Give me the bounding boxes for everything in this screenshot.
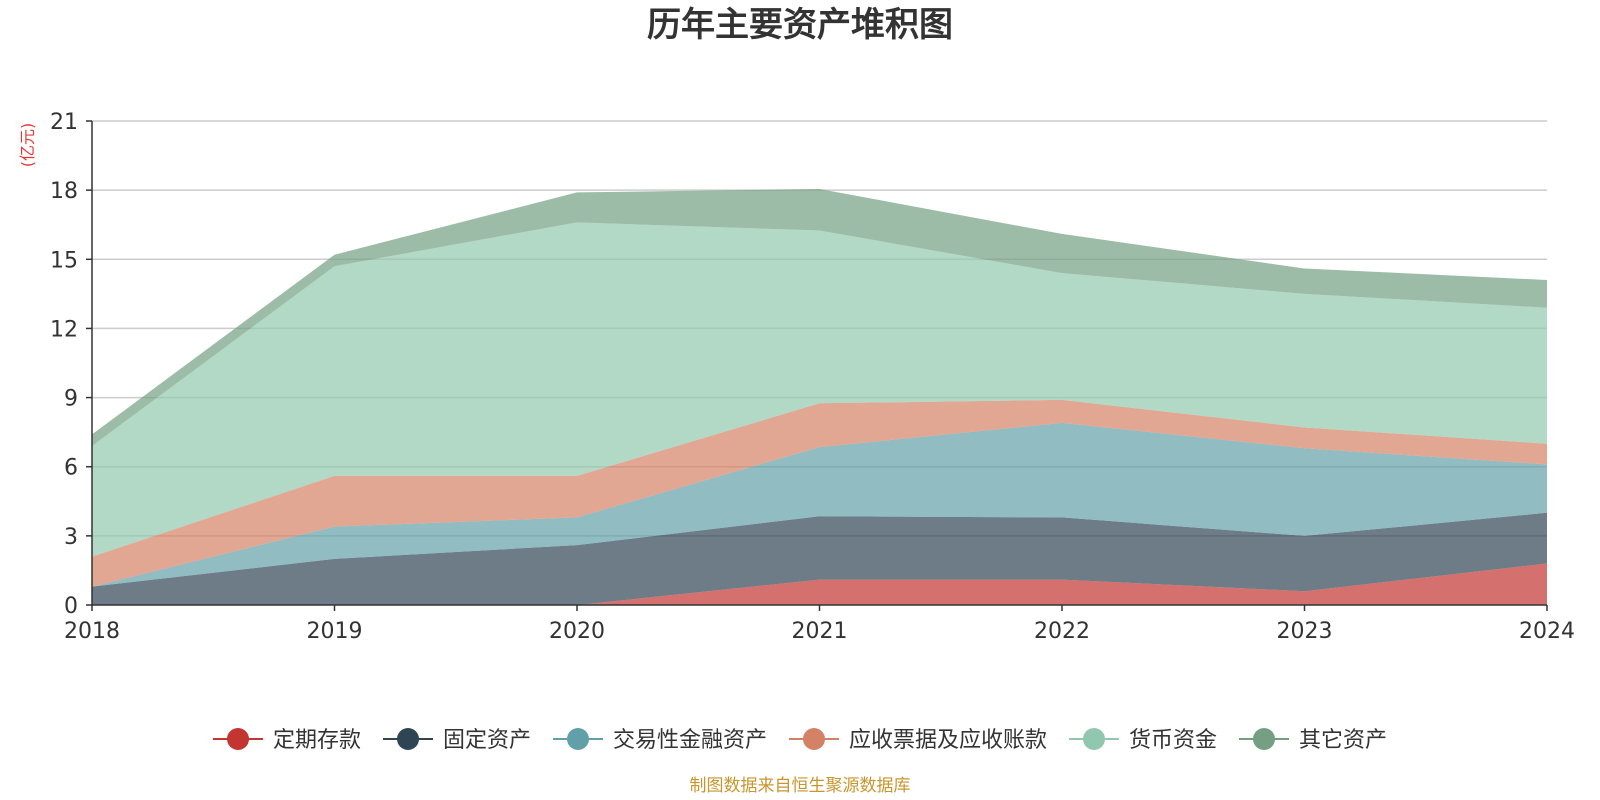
legend-label: 其它资产 [1299,728,1387,753]
x-tick-label: 2020 [549,619,605,644]
axes: 0 3 6 9 12 15 18 21 2018 2019 2020 2021 2022 2023 2024 [50,110,1575,644]
legend-item-2[interactable]: 固定资产 [383,728,531,753]
area-series-1 [92,563,1547,605]
x-tick-label: 2024 [1519,619,1575,644]
legend-label: 应收票据及应收账款 [849,728,1047,753]
legend-label: 货币资金 [1129,728,1217,753]
y-tick-label: 9 [64,387,78,412]
chart-title: 历年主要资产堆积图 [647,5,953,45]
area-series-2 [92,512,1547,605]
x-tick-label: 2018 [64,619,120,644]
y-tick-label: 6 [64,456,78,481]
source-note: 制图数据来自恒生聚源数据库 [690,776,911,796]
legend-item-4[interactable]: 应收票据及应收账款 [789,728,1047,753]
legend-item-5[interactable]: 货币资金 [1069,728,1217,753]
legend-circle-icon [1083,728,1105,750]
y-tick-label: 0 [64,594,78,619]
legend-circle-icon [567,728,589,750]
legend-item-6[interactable]: 其它资产 [1239,728,1387,753]
x-tick-label: 2021 [792,619,848,644]
legend-label: 交易性金融资产 [613,728,767,753]
x-tick-label: 2023 [1277,619,1333,644]
legend-label: 固定资产 [443,728,531,753]
area-series-4 [92,399,1547,587]
legend-label: 定期存款 [273,728,361,753]
y-tick-label: 18 [50,179,78,204]
legend-circle-icon [803,728,825,750]
legend-circle-icon [1253,728,1275,750]
area-series-3 [92,422,1547,587]
x-tick-label: 2019 [307,619,363,644]
area-series-6 [92,189,1547,446]
y-axis-unit-label: (亿元) [18,123,37,168]
legend-circle-icon [397,728,419,750]
y-tick-label: 15 [50,248,78,273]
area-series-5 [92,222,1547,557]
legend-item-1[interactable]: 定期存款 [213,728,361,753]
y-tick-label: 21 [50,110,78,135]
area-series [92,189,1547,605]
y-tick-label: 3 [64,525,78,550]
legend[interactable]: 定期存款 固定资产 交易性金融资产 应收票据及应收账款 货币资金 其它资产 [213,728,1387,753]
legend-item-3[interactable]: 交易性金融资产 [553,728,767,753]
x-tick-label: 2022 [1034,619,1090,644]
y-tick-label: 12 [50,317,78,342]
legend-circle-icon [227,728,249,750]
